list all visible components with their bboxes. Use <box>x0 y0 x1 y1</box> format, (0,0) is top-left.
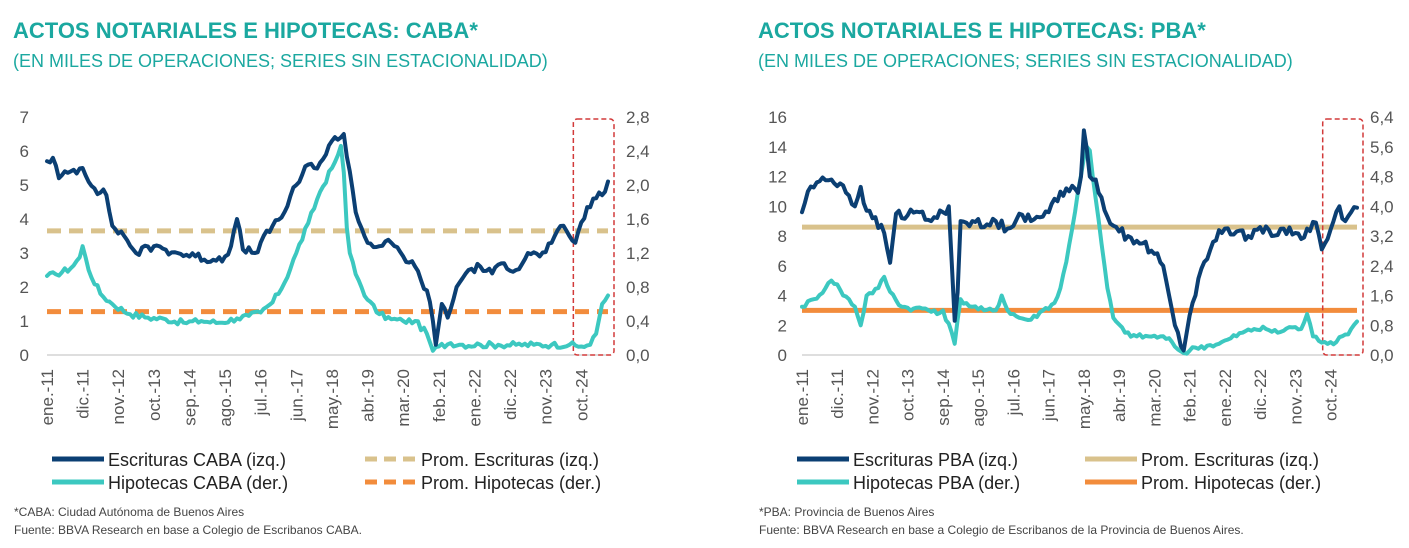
x-tick-label: may.-18 <box>323 369 342 429</box>
y-left-tick-label: 2 <box>778 316 787 335</box>
y-left-tick-label: 6 <box>778 257 787 276</box>
x-tick-label: ene.-11 <box>793 369 812 425</box>
footnote: *CABA: Ciudad Autónoma de Buenos Aires <box>14 505 245 519</box>
x-tick-label: sep.-14 <box>180 369 199 426</box>
x-tick-label: feb.-21 <box>430 369 449 422</box>
x-tick-label: oct.-13 <box>899 369 918 421</box>
y-left-tick-label: 0 <box>20 346 29 365</box>
y-right-tick-label: 0,0 <box>626 346 650 365</box>
chart-panel-caba: ACTOS NOTARIALES E HIPOTECAS: CABA* (EN … <box>0 0 704 548</box>
x-tick-label: nov.-23 <box>1286 369 1305 424</box>
y-right-tick-label: 6,4 <box>1370 108 1394 127</box>
chart-subtitle: (EN MILES DE OPERACIONES; SERIES SIN EST… <box>13 51 548 71</box>
source-note: Fuente: BBVA Research en base a Colegio … <box>14 523 362 537</box>
y-left-tick-label: 10 <box>768 197 787 216</box>
y-right-tick-label: 1,2 <box>626 244 650 263</box>
legend-label: Escrituras PBA (izq.) <box>853 450 1018 470</box>
x-tick-label: ene.-11 <box>38 369 57 425</box>
x-tick-label: ene.-22 <box>465 369 484 427</box>
highlight-box <box>1321 118 1364 356</box>
y-left-tick-label: 16 <box>768 108 787 127</box>
series-line <box>45 143 610 353</box>
y-right-tick-label: 2,8 <box>626 108 650 127</box>
y-right-tick-label: 2,0 <box>626 176 650 195</box>
x-tick-label: sep.-14 <box>934 369 953 426</box>
y-left-tick-label: 6 <box>20 142 29 161</box>
line-chart-caba: 0 1 2 3 4 5 6 7 0,0 0,4 0,8 1,2 1,6 2,0 2,4 2,8 ene.-11 d… <box>20 108 650 493</box>
y-right-tick-label: 3,2 <box>1370 227 1394 246</box>
y-left-tick-label: 14 <box>768 138 787 157</box>
y-left-tick-label: 7 <box>20 108 29 127</box>
x-tick-label: jun.-17 <box>1040 369 1059 422</box>
x-tick-label: nov.-12 <box>109 369 128 424</box>
series-line <box>45 132 610 347</box>
x-tick-label: dic.-11 <box>74 369 93 419</box>
highlight-box <box>572 118 615 356</box>
x-tick-label: ago.-15 <box>969 369 988 427</box>
y-right-tick-label: 2,4 <box>626 142 650 161</box>
x-tick-label: feb.-21 <box>1181 369 1200 422</box>
legend-label: Hipotecas PBA (der.) <box>853 473 1020 493</box>
chart-subtitle: (EN MILES DE OPERACIONES; SERIES SIN EST… <box>758 51 1293 71</box>
y-right-tick-label: 4,0 <box>1370 197 1394 216</box>
y-right-tick-label: 0,0 <box>1370 346 1394 365</box>
legend-label: Prom. Hipotecas (der.) <box>421 473 601 493</box>
x-tick-label: nov.-12 <box>863 369 882 424</box>
legend-label: Prom. Escrituras (izq.) <box>1141 450 1319 470</box>
y-left-tick-label: 4 <box>20 210 29 229</box>
y-right-tick-label: 4,8 <box>1370 168 1394 187</box>
chart-title: ACTOS NOTARIALES E HIPOTECAS: CABA* <box>13 18 478 43</box>
y-left-tick-label: 1 <box>20 312 29 331</box>
legend-label: Prom. Escrituras (izq.) <box>421 450 599 470</box>
legend-label: Escrituras CABA (izq.) <box>108 450 286 470</box>
x-tick-label: dic.-22 <box>501 369 520 420</box>
chart-panel-pba: ACTOS NOTARIALES E HIPOTECAS: PBA* (EN M… <box>705 0 1409 548</box>
y-right-tick-label: 0,8 <box>626 278 650 297</box>
x-tick-label: oct.-24 <box>1322 369 1341 421</box>
y-right-tick-label: 1,6 <box>1370 287 1394 306</box>
legend-label: Hipotecas CABA (der.) <box>108 473 288 493</box>
y-left-tick-label: 0 <box>778 346 787 365</box>
y-left-tick-label: 12 <box>768 168 787 187</box>
x-tick-label: oct.-24 <box>572 369 591 421</box>
x-tick-label: dic.-22 <box>1251 369 1270 420</box>
footnote: *PBA: Provincia de Buenos Aires <box>759 505 935 519</box>
x-tick-label: jul.-16 <box>1004 369 1023 416</box>
y-left-tick-label: 5 <box>20 176 29 195</box>
y-right-tick-label: 2,4 <box>1370 257 1394 276</box>
line-chart-pba: 0 2 4 6 8 10 12 14 16 0,0 0,8 1,6 2,4 3,2 4,0 4,8 5,6 6,4… <box>768 108 1394 493</box>
y-right-tick-label: 1,6 <box>626 210 650 229</box>
y-left-tick-label: 4 <box>778 287 787 306</box>
x-tick-label: jun.-17 <box>287 369 306 422</box>
x-tick-label: ene.-22 <box>1216 369 1235 427</box>
x-tick-label: mar.-20 <box>1145 369 1164 427</box>
y-left-tick-label: 3 <box>20 244 29 263</box>
y-right-tick-label: 0,4 <box>626 312 650 331</box>
x-tick-label: nov.-23 <box>537 369 556 424</box>
x-tick-label: abr.-19 <box>1110 369 1129 422</box>
x-tick-label: abr.-19 <box>359 369 378 422</box>
legend-label: Prom. Hipotecas (der.) <box>1141 473 1321 493</box>
chart-title: ACTOS NOTARIALES E HIPOTECAS: PBA* <box>758 18 1206 43</box>
x-tick-label: mar.-20 <box>394 369 413 427</box>
x-tick-label: may.-18 <box>1075 369 1094 429</box>
series-line <box>800 128 1359 353</box>
y-left-tick-label: 2 <box>20 278 29 297</box>
x-tick-label: dic.-11 <box>828 369 847 419</box>
y-left-tick-label: 8 <box>778 227 787 246</box>
x-tick-label: ago.-15 <box>216 369 235 427</box>
x-tick-label: jul.-16 <box>252 369 271 416</box>
source-note: Fuente: BBVA Research en base a Colegio … <box>759 523 1244 537</box>
y-right-tick-label: 0,8 <box>1370 316 1394 335</box>
x-tick-label: oct.-13 <box>145 369 164 421</box>
y-right-tick-label: 5,6 <box>1370 138 1394 157</box>
